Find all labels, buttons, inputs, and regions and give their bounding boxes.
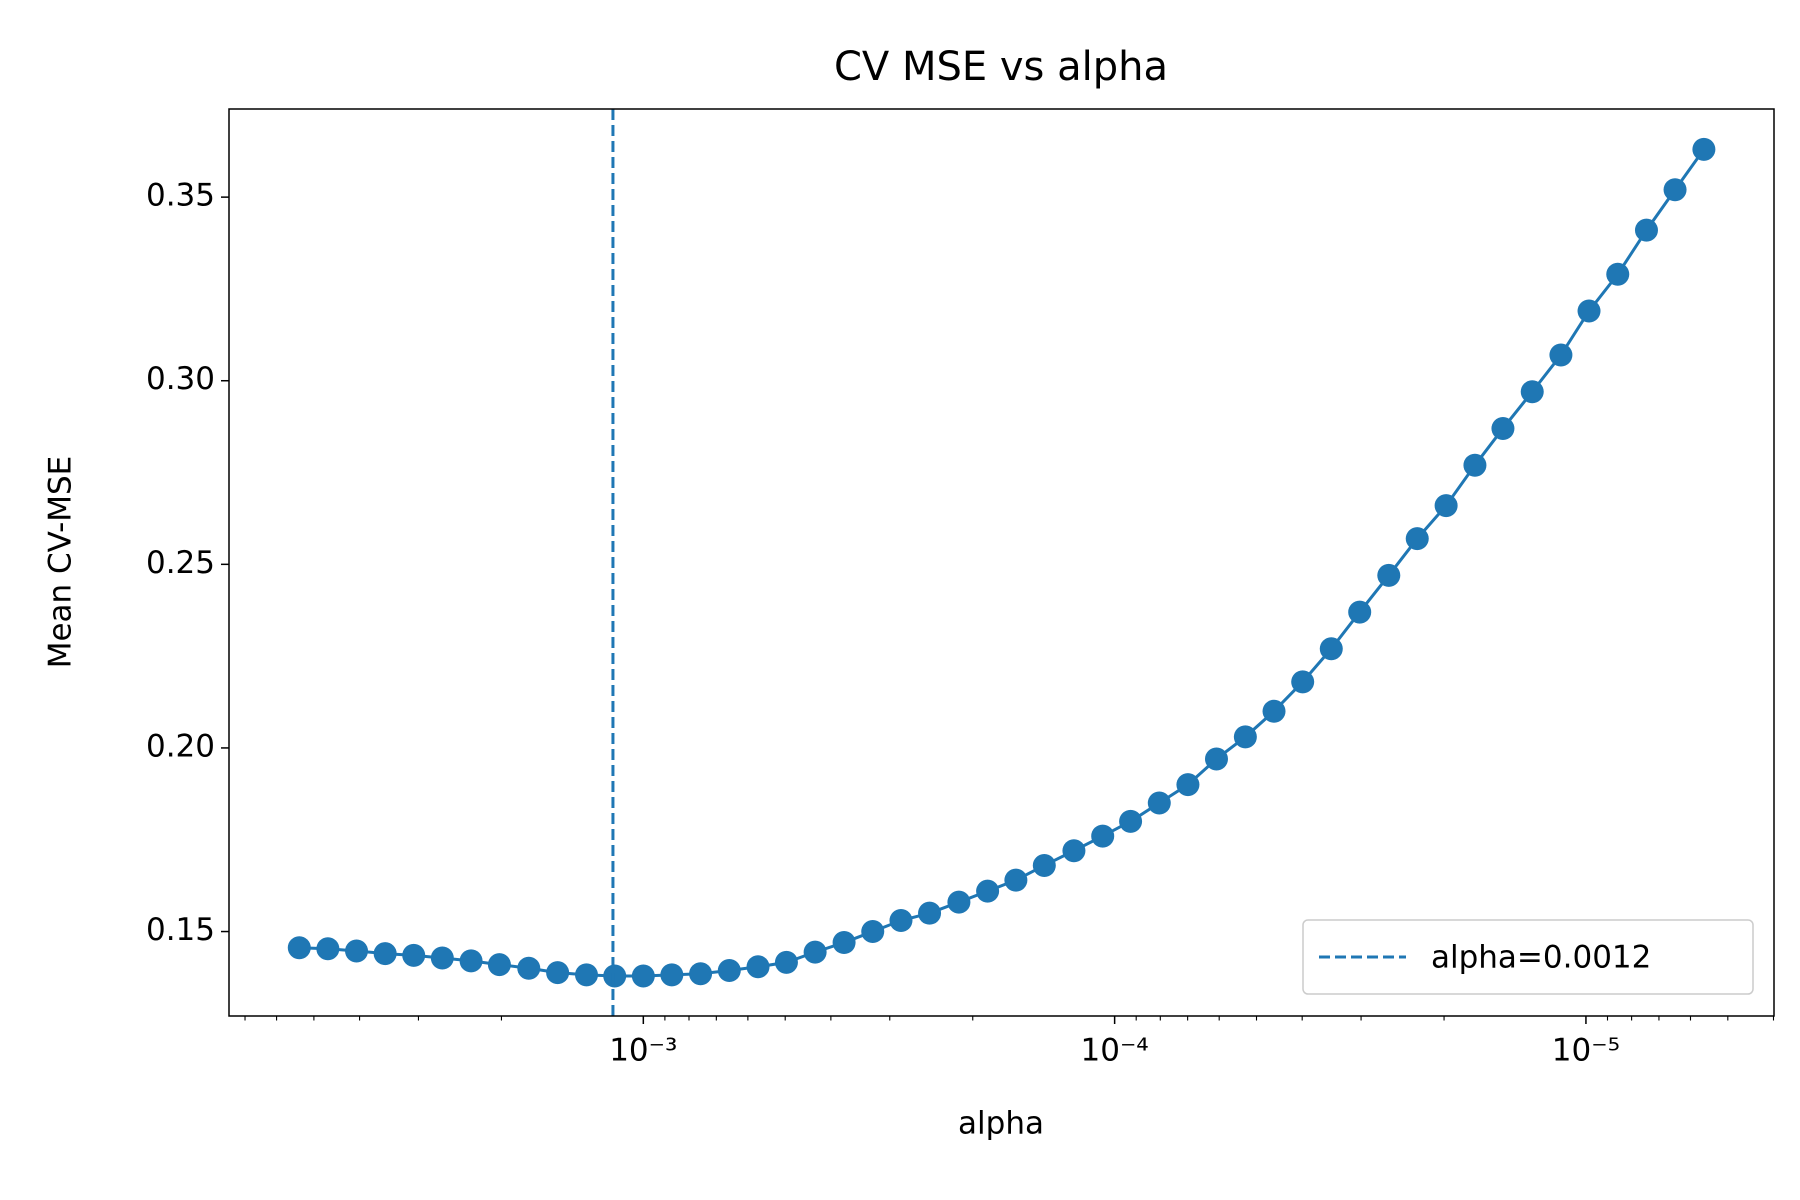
y-tick-label: 0.25 (146, 545, 215, 581)
point (689, 962, 713, 986)
y-tick-label: 0.30 (146, 361, 215, 397)
point (746, 955, 770, 979)
point (1692, 137, 1716, 161)
point (1004, 868, 1028, 892)
point (373, 942, 397, 966)
y-tick-label: 0.15 (146, 912, 215, 948)
y-tick-label: 0.35 (146, 178, 215, 214)
point (1291, 670, 1315, 694)
point (1062, 839, 1086, 863)
point (889, 909, 913, 933)
point (287, 936, 311, 960)
point (1348, 600, 1372, 624)
point (430, 946, 454, 970)
point (1377, 563, 1401, 587)
point (517, 956, 541, 980)
point (1204, 747, 1228, 771)
point (631, 964, 655, 988)
point (1634, 218, 1658, 242)
point (1032, 853, 1056, 877)
y-axis-label: Mean CV-MSE (43, 456, 79, 669)
point (1463, 453, 1487, 477)
point (1577, 299, 1601, 323)
point (947, 890, 971, 914)
point (1434, 494, 1458, 518)
point (832, 931, 856, 955)
x-tick-label: 10⁻⁴ (1081, 1033, 1149, 1069)
point (546, 961, 570, 985)
point (459, 949, 483, 973)
legend-label: alpha=0.0012 (1431, 940, 1651, 976)
point (487, 953, 511, 977)
point (660, 963, 684, 987)
point (1520, 380, 1544, 404)
point (345, 939, 369, 963)
point (803, 940, 827, 964)
point (1119, 809, 1143, 833)
point (1262, 699, 1286, 723)
point (1147, 791, 1171, 815)
point (316, 937, 340, 961)
chart-title: CV MSE vs alpha (834, 44, 1168, 90)
point (1176, 773, 1200, 797)
point (574, 963, 598, 987)
point (1663, 178, 1687, 202)
point (1405, 527, 1429, 551)
point (861, 920, 885, 944)
point (1606, 262, 1630, 286)
legend-box (1302, 919, 1754, 995)
point (774, 950, 798, 974)
point (1233, 725, 1257, 749)
y-tick-label: 0.20 (146, 728, 215, 764)
point (603, 964, 627, 988)
point (1549, 343, 1573, 367)
point (1491, 416, 1515, 440)
point (402, 943, 426, 967)
point (976, 879, 1000, 903)
point (717, 958, 741, 982)
point (1091, 824, 1115, 848)
x-tick-label: 10⁻³ (609, 1033, 677, 1069)
point (918, 901, 942, 925)
point (1319, 637, 1343, 661)
plot-frame (228, 108, 1775, 1017)
x-axis-label: alpha (958, 1106, 1044, 1142)
x-tick-label: 10⁻⁵ (1552, 1033, 1620, 1069)
